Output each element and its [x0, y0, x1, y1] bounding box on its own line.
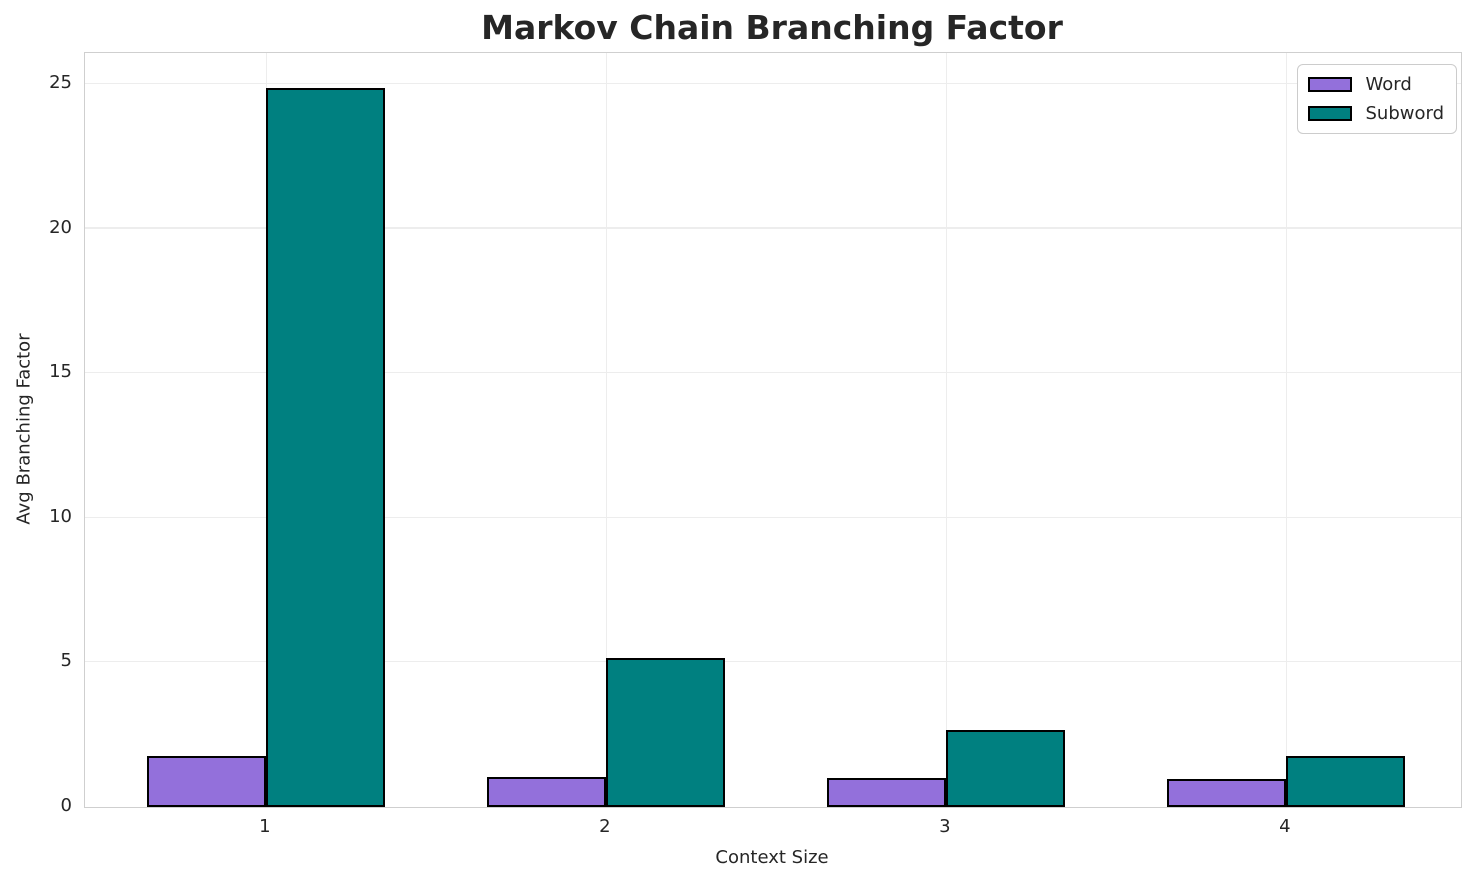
subword-swatch-icon [1308, 106, 1353, 121]
v-gridline-3 [945, 53, 948, 807]
bar-subword-context-1 [265, 88, 385, 807]
bar-word-context-3 [826, 778, 946, 807]
h-gridline-5 [85, 661, 1461, 663]
y-tick-label-15: 15 [49, 361, 72, 383]
word-swatch-icon [1308, 77, 1353, 92]
legend-item-word: Word [1308, 74, 1444, 95]
bar-word-context-2 [486, 776, 606, 807]
y-tick-label-10: 10 [49, 505, 72, 527]
h-gridline-15 [85, 371, 1461, 374]
legend-label-subword: Subword [1365, 103, 1444, 124]
h-gridline-20 [85, 227, 1461, 229]
y-tick-label-5: 5 [60, 650, 72, 672]
x-tick-label-4: 4 [1279, 816, 1291, 837]
x-tick-label-2: 2 [599, 816, 611, 837]
h-gridline-10 [85, 516, 1461, 518]
y-tick-label-20: 20 [49, 216, 72, 238]
bar-subword-context-4 [1285, 756, 1405, 807]
x-tick-label-3: 3 [939, 816, 951, 837]
y-tick-label-25: 25 [49, 71, 72, 93]
h-gridline-25 [85, 82, 1461, 84]
plot-area: Word Subword [84, 52, 1462, 808]
v-gridline-4 [1285, 53, 1288, 807]
bar-word-context-1 [146, 756, 266, 807]
x-axis-label: Context Size [715, 847, 829, 868]
bar-subword-context-2 [605, 658, 725, 807]
chart-title: Markov Chain Branching Factor [481, 8, 1063, 47]
legend: Word Subword [1297, 64, 1457, 134]
y-tick-label-0: 0 [60, 795, 72, 816]
legend-label-word: Word [1365, 74, 1412, 95]
x-tick-label-1: 1 [259, 816, 271, 837]
bar-subword-context-3 [945, 730, 1065, 807]
legend-item-subword: Subword [1308, 103, 1444, 124]
bar-word-context-4 [1166, 778, 1286, 807]
v-gridline-2 [605, 53, 608, 807]
